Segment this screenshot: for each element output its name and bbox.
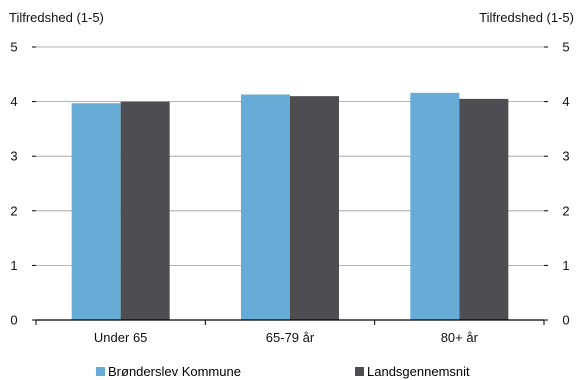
bars <box>71 92 509 321</box>
legend-swatch-brønderslev <box>96 367 105 376</box>
y-axis-title-right: Tilfredshed (1-5) <box>479 10 574 25</box>
legend-item-landsgennemsnit: Landsgennemsnit <box>355 364 470 379</box>
legend-label-landsgennemsnit: Landsgennemsnit <box>367 364 470 379</box>
bar-brønderslev <box>241 94 290 320</box>
y-tick-label-right: 2 <box>562 203 569 218</box>
y-tick-label-right: 4 <box>562 94 569 109</box>
y-tick-label-left: 3 <box>10 149 17 164</box>
bar-landsgennemsnit <box>290 96 339 320</box>
tick-labels: 0 0 1 1 2 2 3 3 4 4 5 5 Under 65 65-79 år 80+ år <box>10 40 569 346</box>
y-tick-label-left: 1 <box>10 258 17 273</box>
x-tick-label: Under 65 <box>94 330 147 345</box>
x-tick-label: 80+ år <box>441 330 479 345</box>
y-tick-label-left: 4 <box>10 94 17 109</box>
bar-landsgennemsnit <box>459 98 509 321</box>
y-tick-label-right: 5 <box>562 40 569 55</box>
y-axis-title-left: Tilfredshed (1-5) <box>9 10 104 25</box>
legend-swatch-landsgennemsnit <box>355 367 364 376</box>
y-tick-label-right: 1 <box>562 258 569 273</box>
y-tick-label-left: 2 <box>10 203 17 218</box>
legend-label-brønderslev: Brønderslev Kommune <box>108 364 241 379</box>
y-tick-label-left: 5 <box>10 40 17 55</box>
bar-brønderslev <box>71 103 121 320</box>
axes <box>32 46 548 325</box>
y-tick-label-right: 3 <box>562 149 569 164</box>
y-tick-label-left: 0 <box>10 313 17 328</box>
legend-item-brønderslev: Brønderslev Kommune <box>96 364 241 379</box>
bar-landsgennemsnit <box>120 101 170 320</box>
y-tick-label-right: 0 <box>562 313 569 328</box>
x-tick-label: 65-79 år <box>266 330 315 345</box>
bar-brønderslev <box>410 92 460 320</box>
